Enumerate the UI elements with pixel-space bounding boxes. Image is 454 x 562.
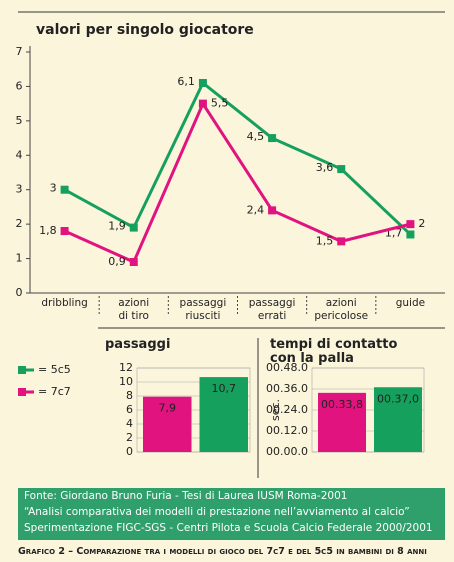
y-tick-label: 0 <box>126 445 133 458</box>
source-line: Sperimentazione FIGC-SGS - Centri Pilota… <box>24 522 433 534</box>
chart-title: valori per singolo giocatore <box>36 22 254 38</box>
point <box>337 165 346 174</box>
point <box>198 78 207 87</box>
bar <box>318 392 366 452</box>
series-line <box>63 80 412 236</box>
x-tick-label: guide <box>395 297 426 309</box>
point <box>268 206 277 215</box>
point <box>129 223 138 232</box>
point <box>406 230 415 239</box>
caption: Grafico 2 – Comparazione tra i modelli d… <box>18 546 427 557</box>
value-label: 5,5 <box>211 97 229 110</box>
value-label: 2 <box>418 217 425 230</box>
y-tick-label: 2 <box>126 431 133 444</box>
chart-title: tempi di contatto con la palla <box>270 337 398 366</box>
y-tick-label: 6 <box>16 79 23 92</box>
value-label: 0,9 <box>108 255 126 268</box>
y-tick-label: 8 <box>126 389 133 402</box>
series-line <box>63 100 411 265</box>
y-tick-label: 0 <box>16 286 23 299</box>
point <box>198 99 207 108</box>
y-tick-label: 00.00.0 <box>266 445 308 458</box>
value-label: 10,7 <box>212 382 237 395</box>
point <box>60 227 69 236</box>
x-tick-label: azioni di tiro <box>118 297 150 322</box>
x-tick-label: passaggi riusciti <box>179 297 227 322</box>
point <box>60 185 69 194</box>
value-label: 2,4 <box>247 203 265 216</box>
point <box>129 258 138 267</box>
bar <box>143 396 192 452</box>
y-tick-label: 3 <box>16 183 23 196</box>
y-tick-label: 6 <box>126 403 133 416</box>
x-tick-label: azioni pericolose <box>314 297 369 322</box>
legend-swatch <box>18 366 26 374</box>
source-line: “Analisi comparativa dei modelli di pres… <box>24 506 410 518</box>
point <box>268 134 277 143</box>
legend-label: = 7c7 <box>38 385 71 398</box>
y-tick-label: 00.48.0 <box>266 361 308 374</box>
y-tick-label: 5 <box>16 114 23 127</box>
y-tick-label: 4 <box>126 417 133 430</box>
y-tick-label: 00.12.0 <box>266 424 308 437</box>
value-label: 00.37,0 <box>377 392 419 405</box>
value-label: 1,5 <box>316 234 334 247</box>
y-tick-label: 10 <box>119 375 133 388</box>
y-tick-label: 7 <box>16 45 23 58</box>
value-label: 6,1 <box>177 75 195 88</box>
y-tick-label: 1 <box>16 252 23 265</box>
legend-swatch <box>18 388 26 396</box>
value-label: 1,9 <box>108 220 126 233</box>
value-label: 7,9 <box>159 402 177 415</box>
y-tick-label: 12 <box>119 361 133 374</box>
x-tick-label: dribbling <box>41 297 88 309</box>
chart-title: passaggi <box>105 337 171 352</box>
source-box <box>18 488 445 540</box>
y-tick-label: 00.24.0 <box>266 403 308 416</box>
y-tick-label: 00.36.0 <box>266 382 308 395</box>
source-line: Fonte: Giordano Bruno Furia - Tesi di La… <box>24 490 348 502</box>
value-label: 1,8 <box>39 224 57 237</box>
y-tick-label: 4 <box>16 148 23 161</box>
value-label: 4,5 <box>247 130 265 143</box>
y-axis-label: sec. <box>269 399 282 421</box>
bar <box>374 387 422 452</box>
point <box>406 220 415 229</box>
bar <box>199 377 248 452</box>
x-tick-label: passaggi errati <box>248 297 296 322</box>
value-label: 3 <box>50 182 57 195</box>
legend-label: = 5c5 <box>38 363 71 376</box>
point <box>337 237 346 246</box>
y-tick-label: 2 <box>16 217 23 230</box>
value-label: 3,6 <box>316 161 334 174</box>
value-label: 00.33,8 <box>321 398 363 411</box>
